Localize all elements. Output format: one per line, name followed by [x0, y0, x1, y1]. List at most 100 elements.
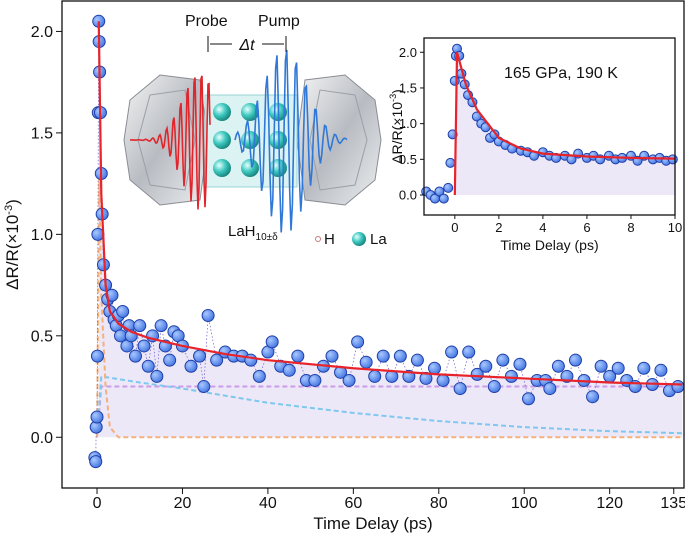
fit-line [96, 173, 683, 439]
compound: LaH [228, 223, 256, 240]
data-point [105, 288, 119, 302]
y-tick-label: 2.0 [31, 24, 53, 41]
y-tick-label: 2.0 [399, 45, 417, 60]
data-point [376, 349, 390, 363]
data-point [438, 193, 449, 204]
data-point [291, 349, 305, 363]
data-point [265, 335, 279, 349]
data-point [611, 361, 625, 375]
data-point [351, 335, 365, 349]
y-tick-label: 0.0 [399, 188, 417, 203]
y-axis-label-end: ) [389, 89, 405, 94]
data-point [434, 186, 445, 197]
la-atom [241, 159, 259, 177]
la-icon [352, 232, 366, 246]
data-point [184, 359, 198, 373]
data-point [428, 361, 442, 375]
data-point [513, 357, 527, 371]
data-point [637, 361, 651, 375]
y-axis-label-sup: -3 [388, 94, 398, 102]
data-point [543, 382, 557, 396]
x-tick-label: 60 [344, 495, 362, 512]
y-axis-label-main: ΔR/R(×10 [389, 102, 405, 164]
x-axis-label: Time Delay (ps) [500, 237, 598, 253]
x-tick-label: 0 [93, 495, 102, 512]
data-point [453, 382, 467, 396]
data-point [568, 353, 582, 367]
data-point [496, 353, 510, 367]
diamond-right [296, 74, 382, 206]
annotation: 165 GPa, 190 K [504, 65, 618, 82]
data-point [282, 363, 296, 377]
data-point [479, 359, 493, 373]
data-point [141, 359, 155, 373]
y-axis-label: ΔR/R(×10-3) [388, 89, 405, 164]
y-tick-label: 0.5 [31, 328, 53, 345]
la-label: La [370, 231, 387, 248]
data-point [128, 349, 142, 363]
data-point [487, 380, 501, 394]
y-tick-label: 0.5 [399, 152, 417, 167]
data-point [504, 369, 518, 383]
la-atom [213, 131, 231, 149]
data-point [154, 319, 168, 333]
h-label: H [324, 231, 335, 248]
data-point [193, 349, 207, 363]
delay-label: Δt [238, 37, 255, 54]
compound-label: LaH10±δ [228, 223, 278, 243]
x-tick-label: 80 [430, 495, 448, 512]
y-axis-label: ΔR/R(×10-3) [3, 199, 22, 290]
data-point [342, 373, 356, 387]
data-point [445, 157, 456, 168]
data-point [133, 319, 147, 333]
x-tick-label: 40 [259, 495, 277, 512]
compound-subscript: 10±δ [256, 232, 279, 243]
x-tick-label: 100 [511, 495, 538, 512]
fit-area [98, 21, 683, 438]
data-point [368, 369, 382, 383]
diamond-facet [309, 89, 368, 191]
data-point [671, 380, 685, 394]
x-tick-label: 2 [495, 220, 502, 235]
y-axis-label-main: ΔR/R(×10 [3, 215, 22, 290]
x-axis-label: Time Delay (ps) [313, 514, 432, 533]
fit-line [97, 21, 683, 386]
la-atom [241, 103, 259, 121]
data-point [654, 363, 668, 377]
probe-label: Probe [185, 13, 228, 30]
data-point [252, 369, 266, 383]
data-point [197, 380, 211, 394]
data-point [90, 410, 104, 424]
x-tick-label: 8 [627, 220, 634, 235]
y-tick-label: 1.0 [399, 116, 417, 131]
data-point [522, 392, 535, 406]
data-point [116, 304, 130, 318]
data-point [150, 369, 164, 383]
data-point [244, 353, 258, 367]
data-point [449, 75, 460, 86]
y-tick-label: 1.5 [31, 125, 53, 142]
y-tick-label: 0.0 [31, 430, 53, 447]
y-axis-label-end: ) [3, 199, 22, 205]
data-point [393, 349, 407, 363]
y-axis-label-sup: -3 [3, 205, 15, 215]
x-tick-label: 120 [596, 495, 623, 512]
la-atom [213, 103, 231, 121]
data-point [90, 349, 104, 363]
data-point [436, 373, 450, 387]
data-point [325, 349, 339, 363]
data-point [462, 345, 476, 359]
x-tick-label: 6 [583, 220, 590, 235]
illustration: Probe Pump Δt LaH10±δ H La [123, 13, 387, 248]
x-tick-label: 135 [660, 495, 685, 512]
y-tick-label: 1.5 [399, 81, 417, 96]
x-tick-label: 4 [539, 220, 546, 235]
data-point [163, 353, 177, 367]
data-point [551, 359, 565, 373]
data-point [594, 359, 608, 373]
data-point [137, 339, 151, 353]
plot-frame [423, 37, 676, 216]
data-point [210, 353, 224, 367]
data-point [445, 345, 459, 359]
